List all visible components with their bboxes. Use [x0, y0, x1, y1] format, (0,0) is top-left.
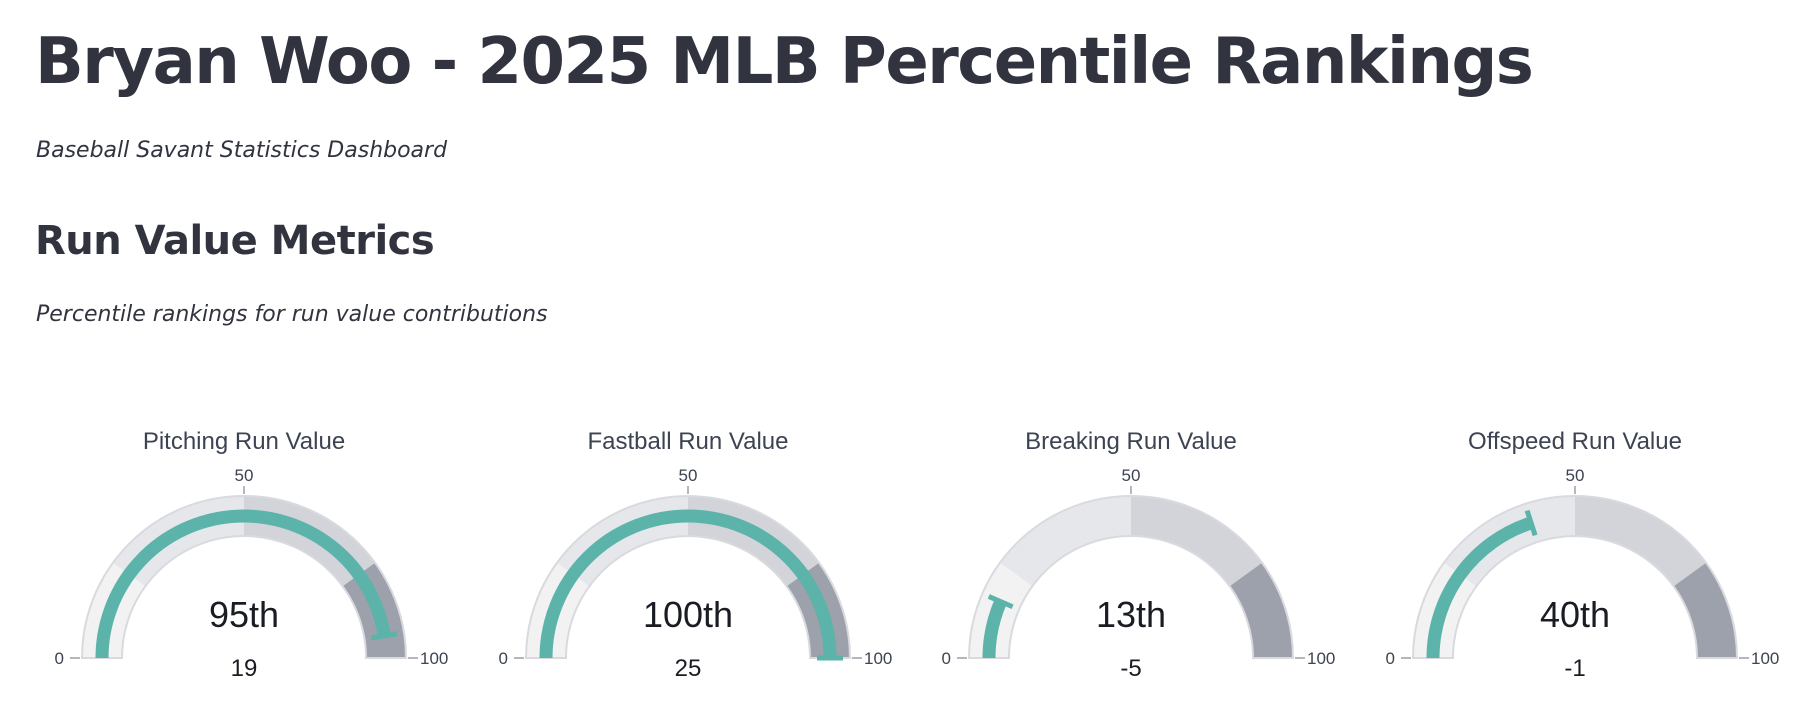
- gauge-value-bar: [1426, 516, 1534, 659]
- gauge-tick-label: 50: [1122, 466, 1141, 485]
- gauge-title: Breaking Run Value: [1025, 428, 1237, 455]
- gauge-value-bar: [539, 509, 837, 659]
- gauge-raw-value: -5: [1120, 655, 1141, 682]
- gauge-outline: [1411, 495, 1739, 659]
- gauge-tick-label: 50: [1566, 466, 1585, 485]
- gauge-outline: [524, 495, 852, 659]
- gauge-threshold-marker: [371, 631, 398, 641]
- gauge-threshold-marker: [1524, 509, 1538, 537]
- gauge-band: [1229, 562, 1293, 658]
- gauge-outline: [80, 495, 408, 659]
- gauge-band: [1575, 496, 1707, 587]
- gauge-value-label: 40th: [1540, 594, 1610, 635]
- gauge-value-bar: [982, 599, 1007, 659]
- gauge-raw-value: 19: [231, 655, 258, 682]
- gauge-raw-value: 25: [675, 655, 702, 682]
- gauge-tick-label: 50: [679, 466, 698, 485]
- gauge-title: Pitching Run Value: [143, 428, 345, 455]
- gauge-tick-label: 0: [55, 649, 64, 668]
- gauge-band: [1673, 562, 1737, 658]
- section-heading: Run Value Metrics: [35, 218, 435, 264]
- gauge-tick-label: 100: [1307, 649, 1335, 668]
- gauge-value-label: 100th: [643, 594, 733, 635]
- gauge-band: [999, 496, 1131, 587]
- gauge-outline: [967, 495, 1295, 659]
- gauge-3: 0 50 100 Breaking Run Value 13th -5: [942, 428, 1336, 682]
- page-title: Bryan Woo - 2025 MLB Percentile Rankings: [35, 25, 1534, 99]
- gauge-tick-label: 100: [420, 649, 448, 668]
- page-subtitle: Baseball Savant Statistics Dashboard: [36, 138, 448, 163]
- gauge-title: Fastball Run Value: [588, 428, 789, 455]
- gauge-threshold-marker: [987, 594, 1014, 610]
- gauge-tick-label: 0: [499, 649, 508, 668]
- gauge-value-label: 13th: [1096, 594, 1166, 635]
- gauge-band: [1131, 496, 1263, 587]
- gauge-tick-label: 0: [1386, 649, 1395, 668]
- gauge-4: 0 50 100 Offspeed Run Value 40th -1: [1386, 428, 1780, 682]
- gauge-title: Offspeed Run Value: [1468, 428, 1682, 455]
- gauge-tick-label: 50: [235, 466, 254, 485]
- gauge-tick-label: 100: [1751, 649, 1779, 668]
- gauge-value-label: 95th: [209, 594, 279, 635]
- gauge-1: 0 50 100 Pitching Run Value 95th 19: [55, 428, 449, 682]
- gauge-2: 0 50 100 Fastball Run Value 100th 25: [499, 428, 893, 682]
- gauge-tick-label: 0: [942, 649, 951, 668]
- gauge-tick-label: 100: [864, 649, 892, 668]
- section-caption: Percentile rankings for run value contri…: [36, 302, 548, 327]
- gauge-raw-value: -1: [1564, 655, 1585, 682]
- gauge-value-bar: [95, 509, 391, 659]
